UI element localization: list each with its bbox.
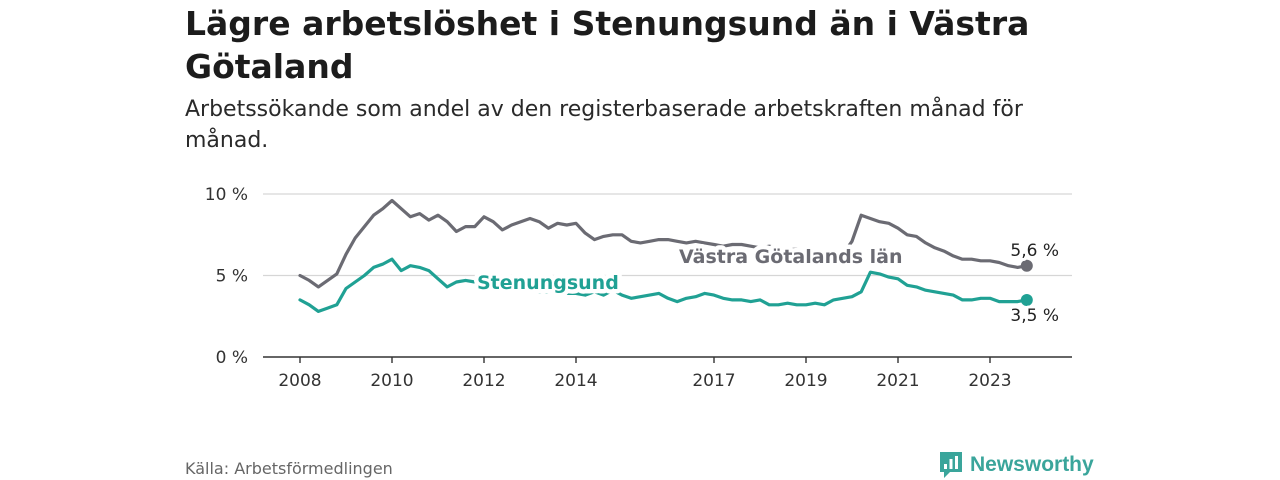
chart-title: Lägre arbetslöshet i Stenungsund än i Vä… (185, 4, 1030, 86)
end-label-halo: 3,5 % (1010, 306, 1059, 326)
x-tick-label: 2008 (278, 371, 321, 391)
chart-subtitle: Arbetssökande som andel av den registerb… (185, 97, 1023, 153)
axis-layer: 0 % 5 % 10 % 2008 2010 2012 2014 2017 2019 2021 20… (205, 185, 1072, 391)
series-layer (298, 198, 1033, 313)
brand-name: Newsworthy (970, 453, 1094, 476)
brand-logo[interactable]: Newsworthy (938, 450, 1094, 480)
line-chart: 0 % 5 % 10 % 2008 2010 2012 2014 2017 2019 2021 20… (205, 185, 1072, 391)
series-end-point-0 (1020, 259, 1033, 272)
y-tick-label: 10 % (205, 185, 248, 205)
x-tick-label: 2021 (876, 371, 919, 391)
series-label-0: Västra Götalands län (679, 246, 902, 268)
x-tick-label: 2019 (784, 371, 827, 391)
newsworthy-logo-icon (940, 452, 962, 478)
series-end-label-1: 3,5 % (1010, 306, 1059, 326)
x-tick-label: 2010 (370, 371, 413, 391)
series-end-label-0: 5,6 % (1010, 241, 1059, 261)
series-label-halo: Västra Götalands län (679, 246, 902, 268)
source-note: Källa: Arbetsförmedlingen (185, 459, 393, 478)
series-end-point-1 (1020, 293, 1033, 306)
x-tick-label: 2017 (692, 371, 735, 391)
y-tick-label: 0 % (216, 348, 248, 368)
series-label-1: Stenungsund (477, 272, 619, 294)
x-tick-label: 2012 (462, 371, 505, 391)
series-line-0 (298, 198, 1029, 289)
x-tick-label: 2023 (968, 371, 1011, 391)
grid-layer (263, 193, 1072, 277)
end-label-halo: 5,6 % (1010, 241, 1059, 261)
y-tick-label: 5 % (216, 267, 248, 287)
x-tick-label: 2014 (554, 371, 597, 391)
series-line-1 (298, 257, 1029, 313)
series-label-halo: Stenungsund (477, 272, 619, 294)
